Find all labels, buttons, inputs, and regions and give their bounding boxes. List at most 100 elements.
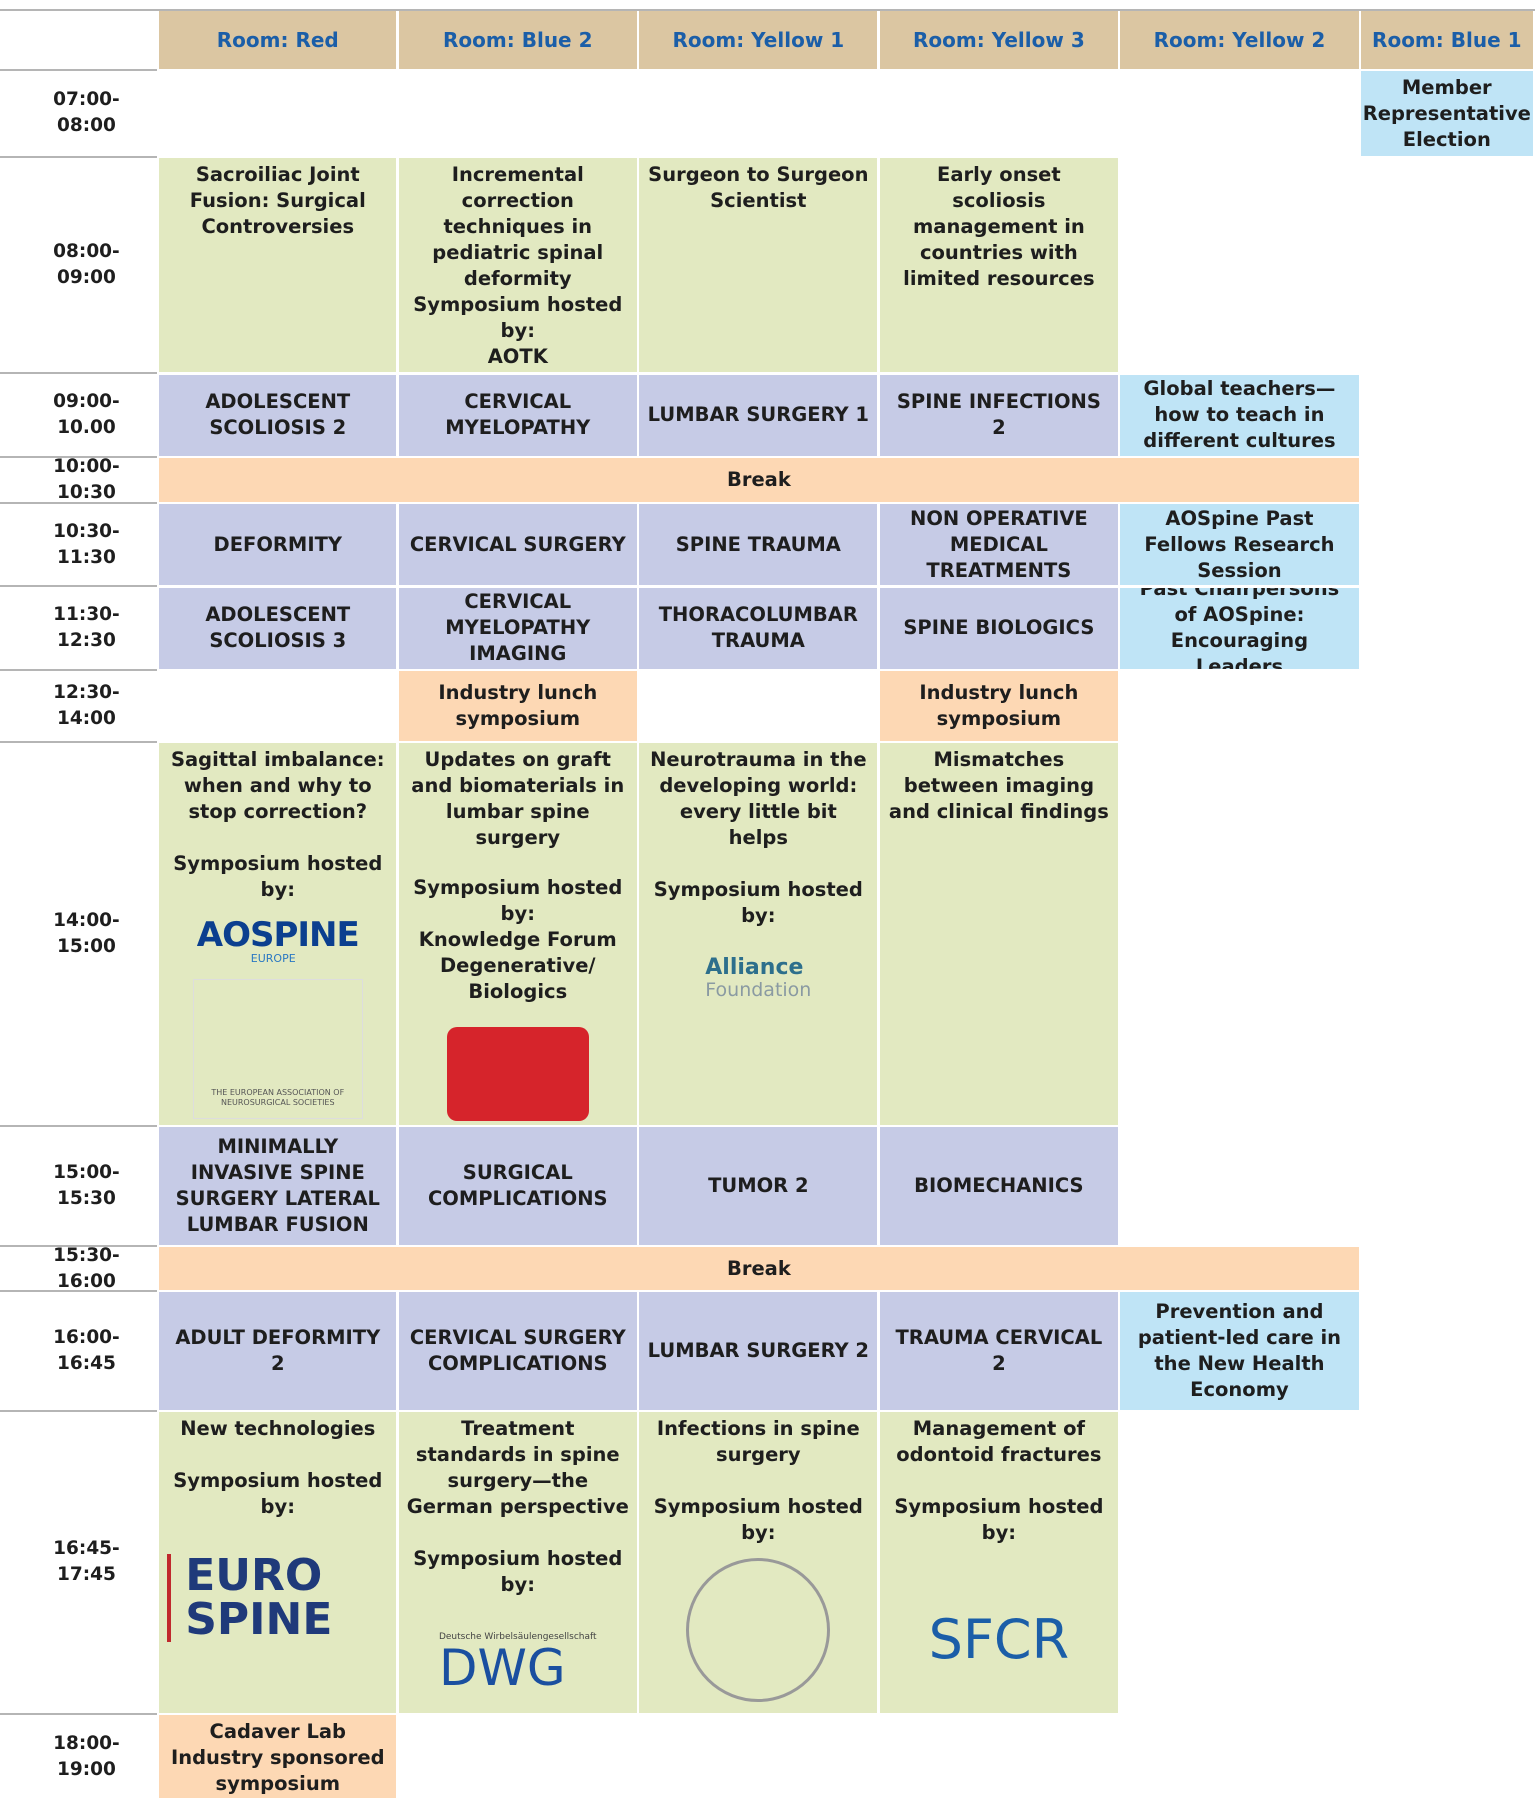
hosted-by: Symposium hosted by: bbox=[413, 876, 623, 926]
session-title: THORACOLUMBAR TRAUMA bbox=[658, 603, 858, 653]
hosted-by: Symposium hosted by: bbox=[173, 1469, 383, 1519]
session: Past Chairpersons of AOSpine: Encouragin… bbox=[1120, 587, 1359, 669]
time-slot: 09:00-10.00 bbox=[0, 372, 157, 456]
session: TUMOR 2 bbox=[639, 1127, 878, 1246]
time-slot: 10:00-10:30 bbox=[0, 455, 157, 502]
logo-dwg: Deutsche Wirbelsäulengesellschaft DWG bbox=[439, 1632, 597, 1694]
session-title: Early onset scoliosis management in coun… bbox=[903, 163, 1095, 291]
session: ADULT DEFORMITY 2 bbox=[159, 1292, 397, 1411]
time-slot: 12:30-14:00 bbox=[0, 668, 157, 741]
host: AOTK bbox=[487, 345, 548, 369]
session-title: Industry lunch symposium bbox=[919, 681, 1079, 731]
session-title: NON OPERATIVE MEDICAL TREATMENTS bbox=[910, 506, 1088, 582]
logo-eurospine: EURO SPINE bbox=[167, 1554, 388, 1643]
time-slot: 10:30-11:30 bbox=[0, 501, 157, 586]
session: Industry lunch symposium bbox=[879, 671, 1119, 742]
session-title: Sagittal imbalance: when and why to stop… bbox=[170, 748, 385, 824]
logo-sub: EUROPE bbox=[250, 952, 296, 966]
session-title: New technologies bbox=[180, 1417, 376, 1441]
session: ADOLESCENT SCOLIOSIS 3 bbox=[159, 587, 397, 669]
session-title: Updates on graft and biomaterials in lum… bbox=[411, 748, 625, 850]
top-rule bbox=[0, 9, 1535, 12]
session: Neurotrauma in the developing world: eve… bbox=[639, 743, 878, 1125]
time-slot: 14:00-15:00 bbox=[0, 741, 157, 1125]
time-slot: 11:30-12:30 bbox=[0, 585, 157, 669]
session-title: Member Representative Election bbox=[1362, 76, 1531, 152]
session-title: LUMBAR SURGERY 2 bbox=[647, 1339, 869, 1363]
hosted-by: Symposium hosted by: bbox=[894, 1495, 1104, 1545]
session: MINIMALLY INVASIVE SPINE SURGERY LATERAL… bbox=[159, 1127, 397, 1246]
hosted-by: Symposium hosted by: bbox=[413, 293, 623, 343]
session: New technologies Symposium hosted by: EURO… bbox=[159, 1412, 397, 1713]
session: AOSpine Past Fellows Research Session bbox=[1120, 504, 1359, 586]
session: Incremental correction techniques in ped… bbox=[398, 158, 637, 373]
session: SPINE INFECTIONS 2 bbox=[879, 374, 1119, 456]
session: Break bbox=[159, 1247, 1359, 1290]
session-title: Management of odontoid fractures bbox=[896, 1417, 1102, 1467]
session-title: ADULT DEFORMITY 2 bbox=[175, 1326, 381, 1376]
session-title: Break bbox=[726, 467, 791, 491]
session-title: SPINE TRAUMA bbox=[675, 532, 841, 556]
session: ADOLESCENT SCOLIOSIS 2 bbox=[159, 374, 397, 456]
session-title: CERVICAL MYELOPATHY bbox=[445, 390, 591, 440]
session-title: Sacroiliac Joint Fusion: Surgical Contro… bbox=[189, 163, 366, 239]
session: Sagittal imbalance: when and why to stop… bbox=[159, 743, 397, 1125]
session-title: Global teachers—how to teach in differen… bbox=[1143, 377, 1336, 453]
session: LUMBAR SURGERY 2 bbox=[639, 1292, 878, 1411]
session: Break bbox=[159, 458, 1359, 502]
room-header: Room: Yellow 2 bbox=[1120, 11, 1359, 69]
logo-sub: Foundation bbox=[705, 979, 812, 1002]
session: CERVICAL MYELOPATHY bbox=[398, 374, 637, 456]
time-slot: 15:30-16:00 bbox=[0, 1245, 157, 1290]
session-title: Incremental correction techniques in ped… bbox=[432, 163, 604, 291]
session-title: CERVICAL MYELOPATHY IMAGING bbox=[445, 590, 591, 666]
session: Surgeon to Surgeon Scientist bbox=[639, 158, 878, 373]
session: LUMBAR SURGERY 1 bbox=[639, 374, 878, 456]
session-title: TRAUMA CERVICAL 2 bbox=[895, 1326, 1103, 1376]
session-title: Mismatches between imaging and clinical … bbox=[888, 748, 1109, 824]
session: THORACOLUMBAR TRAUMA bbox=[639, 587, 878, 669]
session: Treatment standards in spine surgery—the… bbox=[398, 1412, 637, 1713]
room-header: Room: Yellow 3 bbox=[879, 11, 1119, 69]
session: CERVICAL SURGERY COMPLICATIONS bbox=[398, 1292, 637, 1411]
logo-sfcr: SFCR bbox=[928, 1608, 1070, 1672]
session: BIOMECHANICS bbox=[879, 1127, 1119, 1246]
session-title: AOSpine Past Fellows Research Session bbox=[1144, 506, 1335, 582]
hosted-by: Symposium hosted by: bbox=[653, 878, 863, 928]
session: NON OPERATIVE MEDICAL TREATMENTS bbox=[879, 504, 1119, 586]
session: DEFORMITY bbox=[159, 504, 397, 586]
session-title: Prevention and patient-led care in the N… bbox=[1137, 1300, 1342, 1402]
session: CERVICAL MYELOPATHY IMAGING bbox=[398, 587, 637, 669]
session: Infections in spine surgery Symposium hos… bbox=[639, 1412, 878, 1713]
session: SPINE BIOLOGICS bbox=[879, 587, 1119, 669]
session-title: ADOLESCENT SCOLIOSIS 2 bbox=[205, 390, 351, 440]
session-title: Surgeon to Surgeon Scientist bbox=[648, 163, 869, 213]
session: TRAUMA CERVICAL 2 bbox=[879, 1292, 1119, 1411]
session-title: MINIMALLY INVASIVE SPINE SURGERY LATERAL… bbox=[175, 1135, 380, 1237]
session-title: Cadaver Lab Industry sponsored symposium bbox=[170, 1719, 385, 1795]
session-title: BIOMECHANICS bbox=[914, 1174, 1084, 1198]
host: Knowledge Forum Degenerative/ Biologics bbox=[418, 928, 617, 1004]
room-header: Room: Yellow 1 bbox=[639, 11, 878, 69]
session-title: DEFORMITY bbox=[213, 532, 343, 556]
session-title: Past Chairpersons of AOSpine: Encouragin… bbox=[1139, 587, 1340, 669]
session-title: CERVICAL SURGERY COMPLICATIONS bbox=[409, 1326, 626, 1376]
hosted-by: Symposium hosted by: bbox=[173, 852, 383, 902]
session-title: Neurotrauma in the developing world: eve… bbox=[650, 748, 867, 850]
session: Sacroiliac Joint Fusion: Surgical Contro… bbox=[159, 158, 397, 373]
session-title: Industry lunch symposium bbox=[438, 681, 598, 731]
hosted-by: Symposium hosted by: bbox=[653, 1495, 863, 1545]
logo-main: DWG bbox=[438, 1639, 566, 1698]
time-slot: 16:45-17:45 bbox=[0, 1410, 157, 1712]
time-slot: 18:00-19:00 bbox=[0, 1712, 157, 1799]
session: Prevention and patient-led care in the N… bbox=[1120, 1292, 1359, 1411]
session: SPINE TRAUMA bbox=[639, 504, 878, 586]
logo-aospine: AOSPINE EUROPE bbox=[196, 915, 360, 966]
session: Cadaver Lab Industry sponsored symposium bbox=[159, 1714, 397, 1799]
session-title: CERVICAL SURGERY bbox=[409, 532, 626, 556]
session-title: ADOLESCENT SCOLIOSIS 3 bbox=[205, 603, 351, 653]
logo-alliance: Alliance Foundation bbox=[705, 955, 812, 1002]
time-slot: 16:00-16:45 bbox=[0, 1289, 157, 1410]
session: Management of odontoid fractures Symposiu… bbox=[879, 1412, 1119, 1713]
